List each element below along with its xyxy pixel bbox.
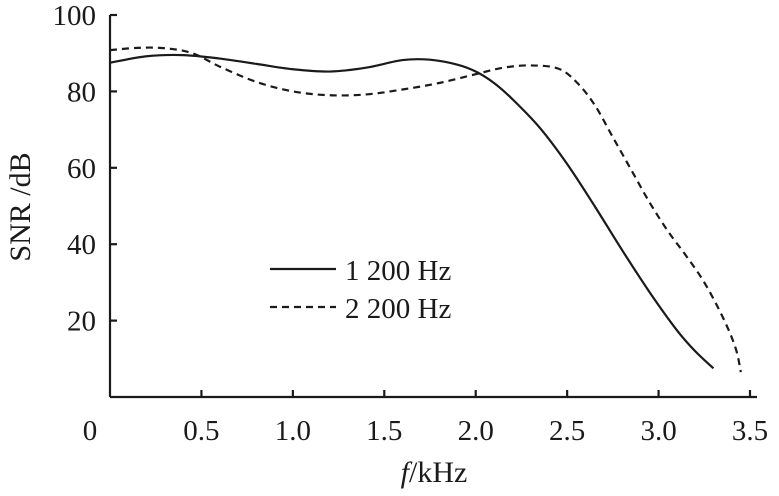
y-tick-label: 60 [67, 153, 96, 185]
x-tick-label: 2.0 [458, 415, 494, 447]
legend-label-series-2: 2 200 Hz [345, 293, 451, 325]
x-tick-label: 1.5 [366, 415, 402, 447]
x-tick-label: 3.5 [732, 415, 768, 447]
x-axis-title: f/kHz [401, 456, 468, 489]
y-axis-title: SNR /dB [4, 152, 37, 261]
x-tick-label: 0 [83, 415, 98, 447]
y-tick-label: 100 [53, 0, 97, 32]
x-tick-label: 3.0 [640, 415, 676, 447]
y-ticks: 20 40 60 80 100 [53, 0, 117, 338]
y-tick-label: 20 [67, 306, 96, 338]
y-tick-label: 40 [67, 229, 96, 261]
axes [108, 15, 757, 399]
x-tick-label: 2.5 [549, 415, 585, 447]
series-layer [109, 46, 742, 373]
legend: 1 200 Hz 2 200 Hz [270, 255, 451, 325]
x-axis-title-unit: /kHz [409, 456, 467, 489]
series-line-2 [109, 46, 742, 373]
y-tick-label: 80 [67, 76, 96, 108]
x-tick-label: 0.5 [183, 415, 219, 447]
legend-label-series-1: 1 200 Hz [345, 255, 451, 287]
x-tick-label: 1.0 [275, 415, 311, 447]
series-line-1 [109, 53, 715, 370]
x-ticks: 0 0.5 1.0 1.5 2.0 2.5 3.0 3.5 [83, 390, 768, 447]
